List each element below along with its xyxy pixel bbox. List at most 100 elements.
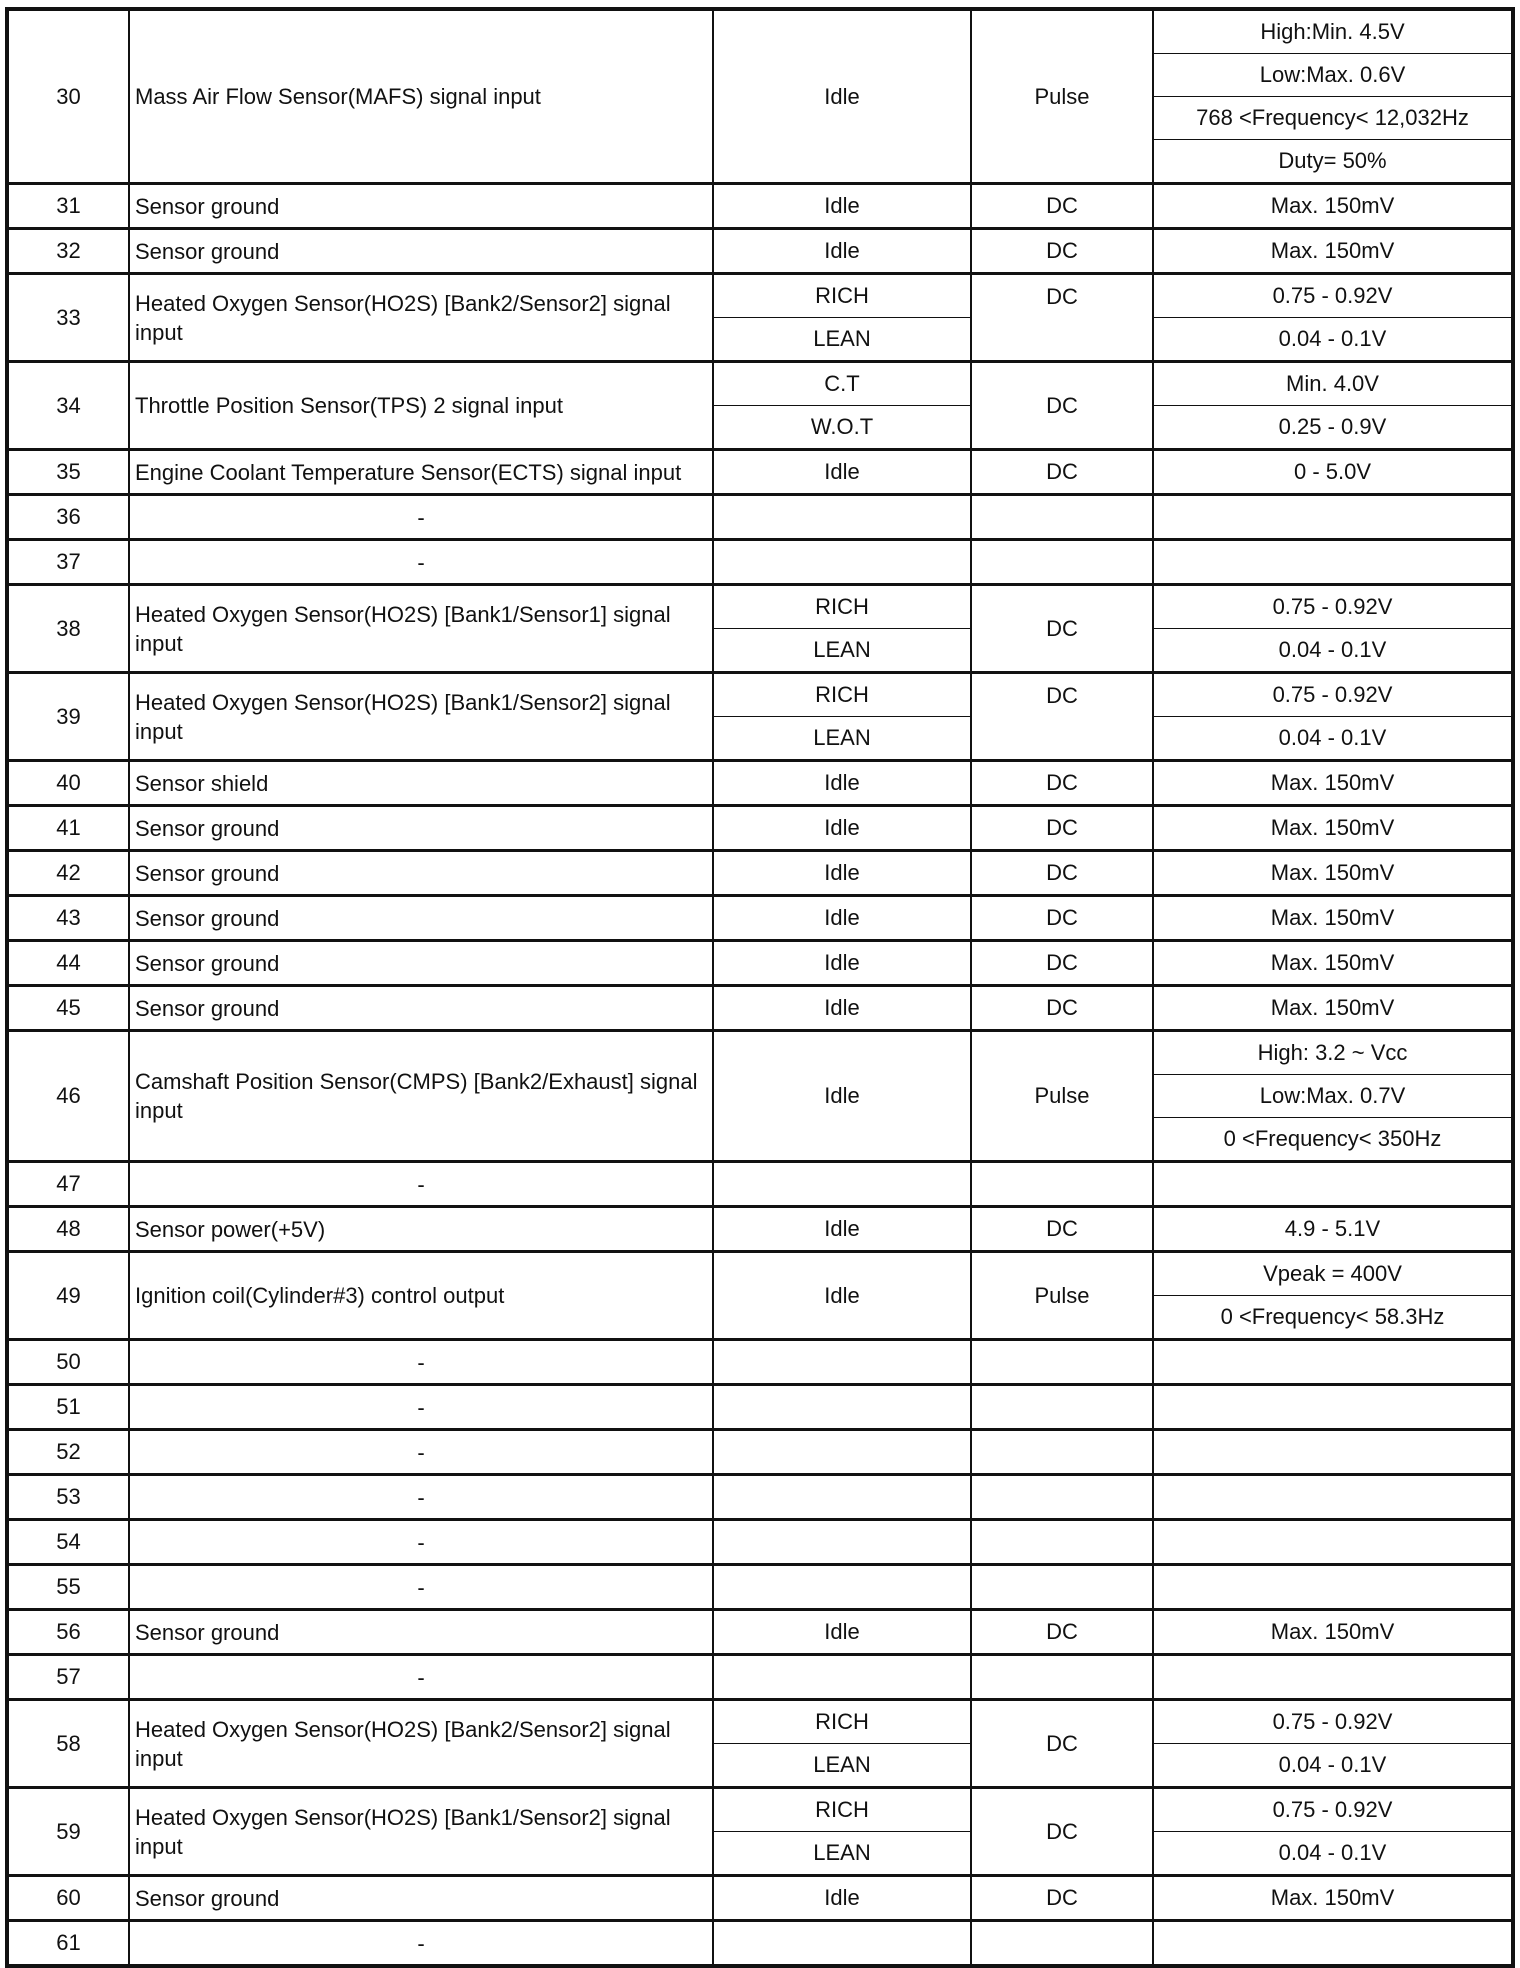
pin-number: 50 <box>6 1338 130 1386</box>
table-row: 50- <box>6 1338 1514 1386</box>
signal-type: DC <box>970 360 1154 451</box>
condition: Idle <box>712 894 972 942</box>
pin-number: 58 <box>6 1698 130 1789</box>
condition <box>712 1518 972 1566</box>
pin-description: Sensor ground <box>128 227 714 275</box>
pin-description: Sensor ground <box>128 939 714 987</box>
signal-type <box>970 1653 1154 1701</box>
signal-type: DC <box>970 804 1154 852</box>
pin-number: 42 <box>6 849 130 897</box>
spec-value <box>1152 1518 1514 1566</box>
pin-description: - <box>128 1160 714 1208</box>
signal-type: DC <box>970 1608 1154 1656</box>
spec-value: 0.25 - 0.9V <box>1154 405 1511 448</box>
condition-cell: RICH LEAN <box>712 272 972 363</box>
spec-value-cell: 0.75 - 0.92V 0.04 - 0.1V <box>1152 583 1514 674</box>
condition: Idle <box>712 759 972 807</box>
table-row: 58 Heated Oxygen Sensor(HO2S) [Bank2/Sens… <box>6 1698 1514 1789</box>
pin-number: 37 <box>6 538 130 586</box>
spec-value: Duty= 50% <box>1154 139 1511 182</box>
signal-type <box>970 1518 1154 1566</box>
signal-type: DC <box>970 182 1154 230</box>
spec-value: Max. 150mV <box>1152 939 1514 987</box>
spec-value: 0.04 - 0.1V <box>1154 1743 1511 1786</box>
condition <box>712 1428 972 1476</box>
condition: LEAN <box>714 317 970 360</box>
pin-description: Throttle Position Sensor(TPS) 2 signal i… <box>128 360 714 451</box>
signal-type <box>970 1919 1154 1968</box>
condition: Idle <box>712 804 972 852</box>
spec-value: Max. 150mV <box>1152 1874 1514 1922</box>
spec-value <box>1152 1338 1514 1386</box>
pin-number: 48 <box>6 1205 130 1253</box>
condition: Idle <box>712 1205 972 1253</box>
signal-type: Pulse <box>970 1250 1154 1341</box>
pin-number: 43 <box>6 894 130 942</box>
table-row: 37- <box>6 538 1514 586</box>
pin-number: 32 <box>6 227 130 275</box>
signal-type <box>970 1338 1154 1386</box>
pin-description: - <box>128 1428 714 1476</box>
signal-type: DC <box>970 894 1154 942</box>
condition: LEAN <box>714 1743 970 1786</box>
spec-value: Max. 150mV <box>1152 182 1514 230</box>
table-row: 54- <box>6 1518 1514 1566</box>
table-row: 60 Sensor ground Idle DC Max. 150mV <box>6 1874 1514 1922</box>
signal-type: Pulse <box>970 1029 1154 1163</box>
pin-description: - <box>128 1473 714 1521</box>
condition: W.O.T <box>714 405 970 448</box>
table-row: 44 Sensor ground Idle DC Max. 150mV <box>6 939 1514 987</box>
pin-description: Heated Oxygen Sensor(HO2S) [Bank1/Sensor… <box>128 583 714 674</box>
spec-value-cell: High: 3.2 ~ Vcc Low:Max. 0.7V 0 <Frequency… <box>1152 1029 1514 1163</box>
table-row: 43 Sensor ground Idle DC Max. 150mV <box>6 894 1514 942</box>
signal-type <box>970 493 1154 541</box>
table-row: 38 Heated Oxygen Sensor(HO2S) [Bank1/Sens… <box>6 583 1514 674</box>
spec-value <box>1152 1473 1514 1521</box>
condition <box>712 1473 972 1521</box>
spec-value: 0.75 - 0.92V <box>1272 283 1393 308</box>
signal-type: DC <box>970 759 1154 807</box>
pin-description: Sensor ground <box>128 182 714 230</box>
pin-number: 55 <box>6 1563 130 1611</box>
signal-type: DC <box>970 939 1154 987</box>
condition: RICH <box>815 594 869 619</box>
pin-number: 60 <box>6 1874 130 1922</box>
table-row: 42 Sensor ground Idle DC Max. 150mV <box>6 849 1514 897</box>
condition: Idle <box>712 1874 972 1922</box>
condition: Idle <box>712 1608 972 1656</box>
spec-value: Low:Max. 0.6V <box>1154 53 1511 96</box>
spec-value-cell: 0.75 - 0.92V 0.04 - 0.1V <box>1152 671 1514 762</box>
pin-number: 51 <box>6 1383 130 1431</box>
condition <box>712 1338 972 1386</box>
table-row: 41 Sensor ground Idle DC Max. 150mV <box>6 804 1514 852</box>
signal-type: DC <box>970 1205 1154 1253</box>
table-row: 39 Heated Oxygen Sensor(HO2S) [Bank1/Sens… <box>6 671 1514 762</box>
pin-number: 33 <box>6 272 130 363</box>
condition: Idle <box>712 939 972 987</box>
signal-type: DC <box>970 1786 1154 1877</box>
signal-type <box>970 1160 1154 1208</box>
spec-value: 0.75 - 0.92V <box>1272 1709 1393 1734</box>
pin-description: Sensor power(+5V) <box>128 1205 714 1253</box>
table-row: 36- <box>6 493 1514 541</box>
spec-value: High:Min. 4.5V <box>1260 19 1405 44</box>
pin-number: 52 <box>6 1428 130 1476</box>
condition: RICH <box>815 1797 869 1822</box>
pin-description: Heated Oxygen Sensor(HO2S) [Bank2/Sensor… <box>128 1698 714 1789</box>
spec-value: Vpeak = 400V <box>1263 1261 1402 1286</box>
condition: Idle <box>712 7 972 185</box>
table-row: 47- <box>6 1160 1514 1208</box>
signal-type: DC <box>970 1874 1154 1922</box>
table-row: 45 Sensor ground Idle DC Max. 150mV <box>6 984 1514 1032</box>
signal-type <box>970 538 1154 586</box>
condition <box>712 493 972 541</box>
condition: Idle <box>712 1250 972 1341</box>
condition-cell: RICH LEAN <box>712 1786 972 1877</box>
pin-description: - <box>128 1383 714 1431</box>
spec-value <box>1152 1160 1514 1208</box>
table-row: 32 Sensor ground Idle DC Max. 150mV <box>6 227 1514 275</box>
condition: Idle <box>712 182 972 230</box>
signal-type <box>970 1428 1154 1476</box>
condition-cell: RICH LEAN <box>712 1698 972 1789</box>
table-row: 35 Engine Coolant Temperature Sensor(ECTS… <box>6 448 1514 496</box>
